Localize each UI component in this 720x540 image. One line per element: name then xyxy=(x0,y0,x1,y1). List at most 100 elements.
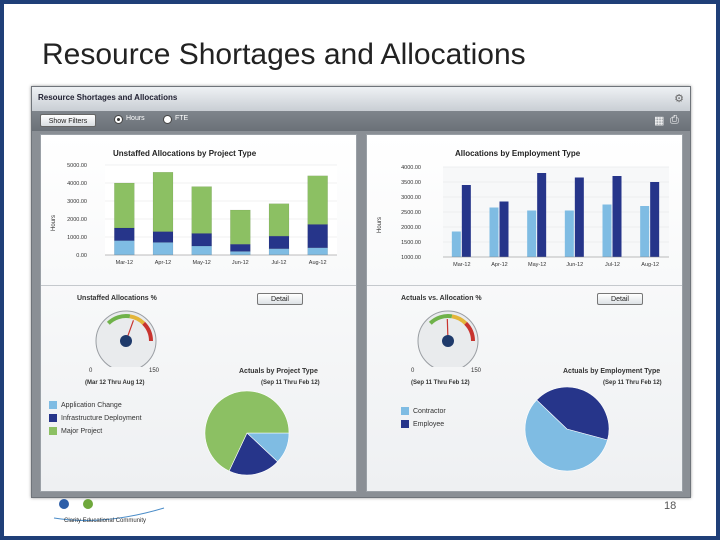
actuals-gauge: 74 xyxy=(417,310,479,367)
bar-application-change xyxy=(152,242,174,256)
gear-icon[interactable]: ⚙ xyxy=(674,93,684,105)
panel-divider xyxy=(41,285,356,286)
actuals-detail-button[interactable]: Detail xyxy=(597,293,643,305)
hours-radio[interactable] xyxy=(114,115,123,124)
legend-employee: Employee xyxy=(401,420,444,429)
project-pie-period: (Sep 11 Thru Feb 12) xyxy=(261,380,320,386)
x-tick-label: Jul-12 xyxy=(272,260,287,266)
y-tick-label: 2000.00 xyxy=(67,217,87,223)
bar-contractor xyxy=(640,206,650,257)
bar-major-project xyxy=(307,175,328,225)
bar-application-change xyxy=(268,248,290,256)
gauge-band xyxy=(428,314,453,325)
bar-major-project xyxy=(268,203,290,237)
y-tick-label: 3000.00 xyxy=(401,195,421,201)
legend-label: Major Project xyxy=(61,427,103,435)
y-axis-label: Hours xyxy=(377,217,383,233)
bar-contractor xyxy=(527,210,537,257)
bar-application-change xyxy=(191,245,212,256)
show-filters-button[interactable]: Show Filters xyxy=(40,114,96,127)
slide-number: 18 xyxy=(664,500,677,512)
plot-area xyxy=(105,165,337,255)
dashboard-title: Resource Shortages and Allocations xyxy=(38,93,178,102)
employment-pie-period: (Sep 11 Thru Feb 12) xyxy=(603,380,662,386)
toolbar: Show Filters Hours FTE ▦ ⎙ xyxy=(32,111,690,131)
bar-infrastructure-deployment xyxy=(114,227,135,241)
x-tick-label: Aug-12 xyxy=(641,262,659,268)
unstaffed-chart-svg: Hours 0.00 1000.00 2000.00 3000.00 4000.00 50… xyxy=(51,163,337,266)
fte-radio-label: FTE xyxy=(175,115,189,122)
legend-label: Infrastructure Deployment xyxy=(61,414,142,422)
hours-radio-label: Hours xyxy=(126,115,145,122)
gauge-band xyxy=(451,314,468,325)
bar-employee xyxy=(537,173,547,257)
print-icon[interactable]: ⎙ xyxy=(670,114,679,126)
employment-pie-title: Actuals by Employment Type xyxy=(563,368,661,375)
actuals-gauge-title: Actuals vs. Allocation % xyxy=(401,295,482,302)
gauge-band xyxy=(129,314,146,325)
legend-swatch xyxy=(401,407,409,415)
bar-contractor xyxy=(451,231,461,257)
employment-chart-svg: Hours 1000.00 1500.00 2000.00 2500.00 3000.0… xyxy=(377,165,669,268)
legend-swatch xyxy=(49,427,57,435)
slide: Resource Shortages and Allocations Resou… xyxy=(4,4,716,536)
dashboard-window: Resource Shortages and Allocations ⚙ Sho… xyxy=(31,86,691,498)
y-tick-label: 3000.00 xyxy=(67,199,87,205)
y-axis-label: Hours xyxy=(51,215,57,231)
bar-major-project xyxy=(114,182,135,229)
unstaffed-gauge: 86 xyxy=(95,310,157,367)
bar-infrastructure-deployment xyxy=(307,224,328,249)
legend-swatch xyxy=(401,420,409,428)
bar-infrastructure-deployment xyxy=(230,243,251,252)
x-tick-label: Apr-12 xyxy=(155,260,172,266)
bar-contractor xyxy=(602,204,612,257)
legend-infrastructure-deployment: Infrastructure Deployment xyxy=(49,414,142,423)
bar-application-change xyxy=(307,247,328,256)
bar-employee xyxy=(650,182,660,257)
bar-application-change xyxy=(230,251,251,256)
bar-contractor xyxy=(489,207,499,257)
footer-org: Clarity Educational Community xyxy=(64,518,147,524)
pie-slice-contractor xyxy=(524,399,608,472)
employment-chart: Hours 1000.00 1500.00 2000.00 2500.00 3000.0… xyxy=(373,145,673,283)
legend-swatch xyxy=(49,414,57,422)
bar-infrastructure-deployment xyxy=(152,231,174,243)
x-tick-label: Aug-12 xyxy=(309,260,327,266)
x-tick-label: Mar-12 xyxy=(453,262,470,268)
legend-label: Contractor xyxy=(413,407,446,415)
slide-title: Resource Shortages and Allocations xyxy=(42,38,526,71)
x-tick-label: Jul-12 xyxy=(605,262,620,268)
employment-chart-title: Allocations by Employment Type xyxy=(455,149,581,158)
unstaffed-panel: Unstaffed Allocations by Project Type Ho… xyxy=(40,134,357,492)
bar-major-project xyxy=(191,186,212,234)
x-tick-label: May-12 xyxy=(192,260,210,266)
dashboard-header: Resource Shortages and Allocations ⚙ xyxy=(32,87,690,112)
y-tick-label: 0.00 xyxy=(76,253,87,259)
x-tick-label: Jun-12 xyxy=(566,262,583,268)
y-tick-label: 2500.00 xyxy=(401,210,421,216)
y-tick-label: 3500.00 xyxy=(401,180,421,186)
unstaffed-detail-button[interactable]: Detail xyxy=(257,293,303,305)
gauge-period: (Sep 11 Thru Feb 12) xyxy=(411,380,470,386)
y-tick-label: 1500.00 xyxy=(401,240,421,246)
gauge-band xyxy=(464,321,475,342)
bar-employee xyxy=(574,177,584,257)
legend-swatch xyxy=(49,401,57,409)
grid-icon[interactable]: ▦ xyxy=(654,115,665,127)
y-tick-label: 4000.00 xyxy=(67,181,87,187)
fte-radio[interactable] xyxy=(163,115,172,124)
gauge-band xyxy=(106,314,131,325)
gauge-max-label: 150 xyxy=(471,368,482,374)
employment-panel: Allocations by Employment Type Hours 100… xyxy=(366,134,683,492)
gauge-hub xyxy=(120,335,132,347)
panel-divider xyxy=(367,285,682,286)
bar-major-project xyxy=(152,172,174,232)
bar-infrastructure-deployment xyxy=(268,235,290,249)
bar-employee xyxy=(499,201,509,257)
bar-application-change xyxy=(114,240,135,256)
bar-major-project xyxy=(230,209,251,245)
gauge-band xyxy=(142,321,153,342)
gauge-hub xyxy=(442,335,454,347)
bar-infrastructure-deployment xyxy=(191,233,212,247)
y-tick-label: 1000.00 xyxy=(67,235,87,241)
